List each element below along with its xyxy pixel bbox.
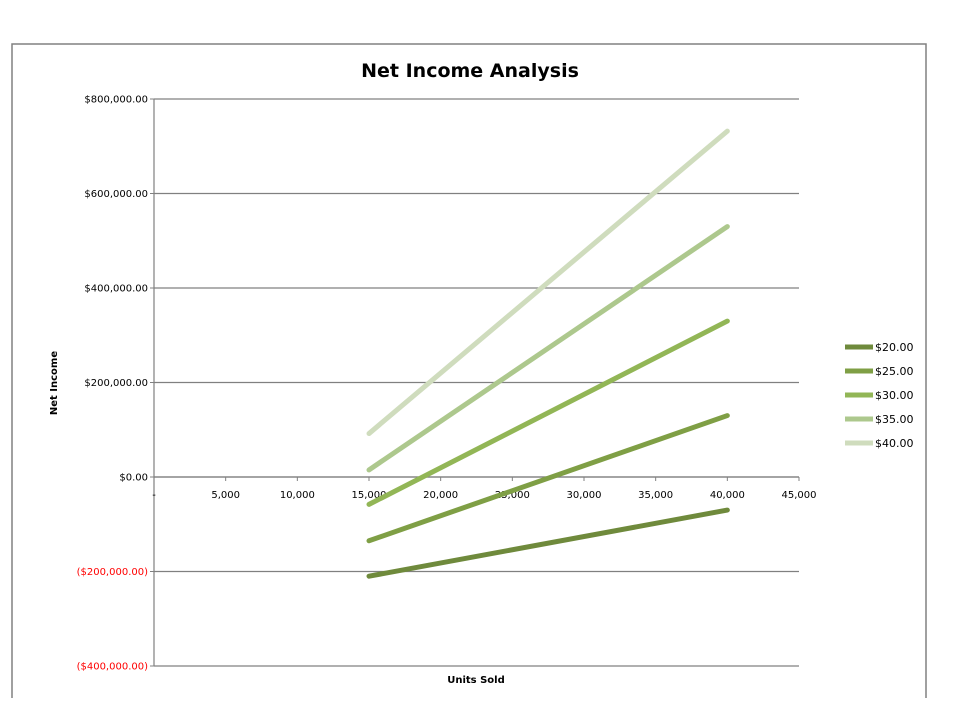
chart-border bbox=[11, 43, 927, 698]
legend-label: $20.00 bbox=[875, 341, 914, 354]
x-tick-label: 25,000 bbox=[495, 490, 530, 501]
series-line bbox=[366, 224, 730, 473]
series-line bbox=[366, 128, 730, 437]
y-tick-label: $0.00 bbox=[119, 473, 148, 484]
legend-label: $30.00 bbox=[875, 389, 914, 402]
x-tick-label: 20,000 bbox=[423, 490, 458, 501]
y-axis-title: Net Income bbox=[49, 351, 60, 415]
series-line bbox=[366, 507, 730, 579]
x-tick-label: - bbox=[152, 490, 156, 501]
x-tick-label: 30,000 bbox=[567, 490, 602, 501]
x-tick-label: 5,000 bbox=[211, 490, 240, 501]
legend-label: $40.00 bbox=[875, 437, 914, 450]
x-tick-label: 45,000 bbox=[782, 490, 817, 501]
x-tick-label: 40,000 bbox=[710, 490, 745, 501]
x-axis-title: Units Sold bbox=[447, 675, 505, 686]
x-tick-label: 15,000 bbox=[352, 490, 387, 501]
chart-title: Net Income Analysis bbox=[361, 60, 579, 82]
y-tick-label: ($400,000.00) bbox=[77, 662, 149, 673]
y-tick-label: $400,000.00 bbox=[84, 284, 148, 295]
series-lines bbox=[366, 128, 730, 579]
y-tick-label: $200,000.00 bbox=[84, 378, 148, 389]
y-tick-label: $800,000.00 bbox=[84, 95, 148, 106]
legend-label: $35.00 bbox=[875, 413, 914, 426]
gridlines bbox=[154, 98, 799, 667]
series-line bbox=[366, 413, 730, 544]
y-tick-label: $600,000.00 bbox=[84, 189, 148, 200]
y-tick-labels: $800,000.00 $600,000.00 $400,000.00 $200,00… bbox=[77, 95, 149, 673]
axes bbox=[150, 98, 800, 667]
series-line bbox=[366, 318, 730, 507]
legend-label: $25.00 bbox=[875, 365, 914, 378]
x-tick-labels: - 5,000 10,000 15,000 20,000 25,000 30,000 35,0… bbox=[152, 490, 816, 501]
x-tick-label: 10,000 bbox=[280, 490, 315, 501]
legend: $20.00 $25.00 $30.00 $35.00 $40.00 bbox=[845, 341, 914, 450]
x-tick-label: 35,000 bbox=[638, 490, 673, 501]
y-tick-label: ($200,000.00) bbox=[77, 567, 149, 578]
